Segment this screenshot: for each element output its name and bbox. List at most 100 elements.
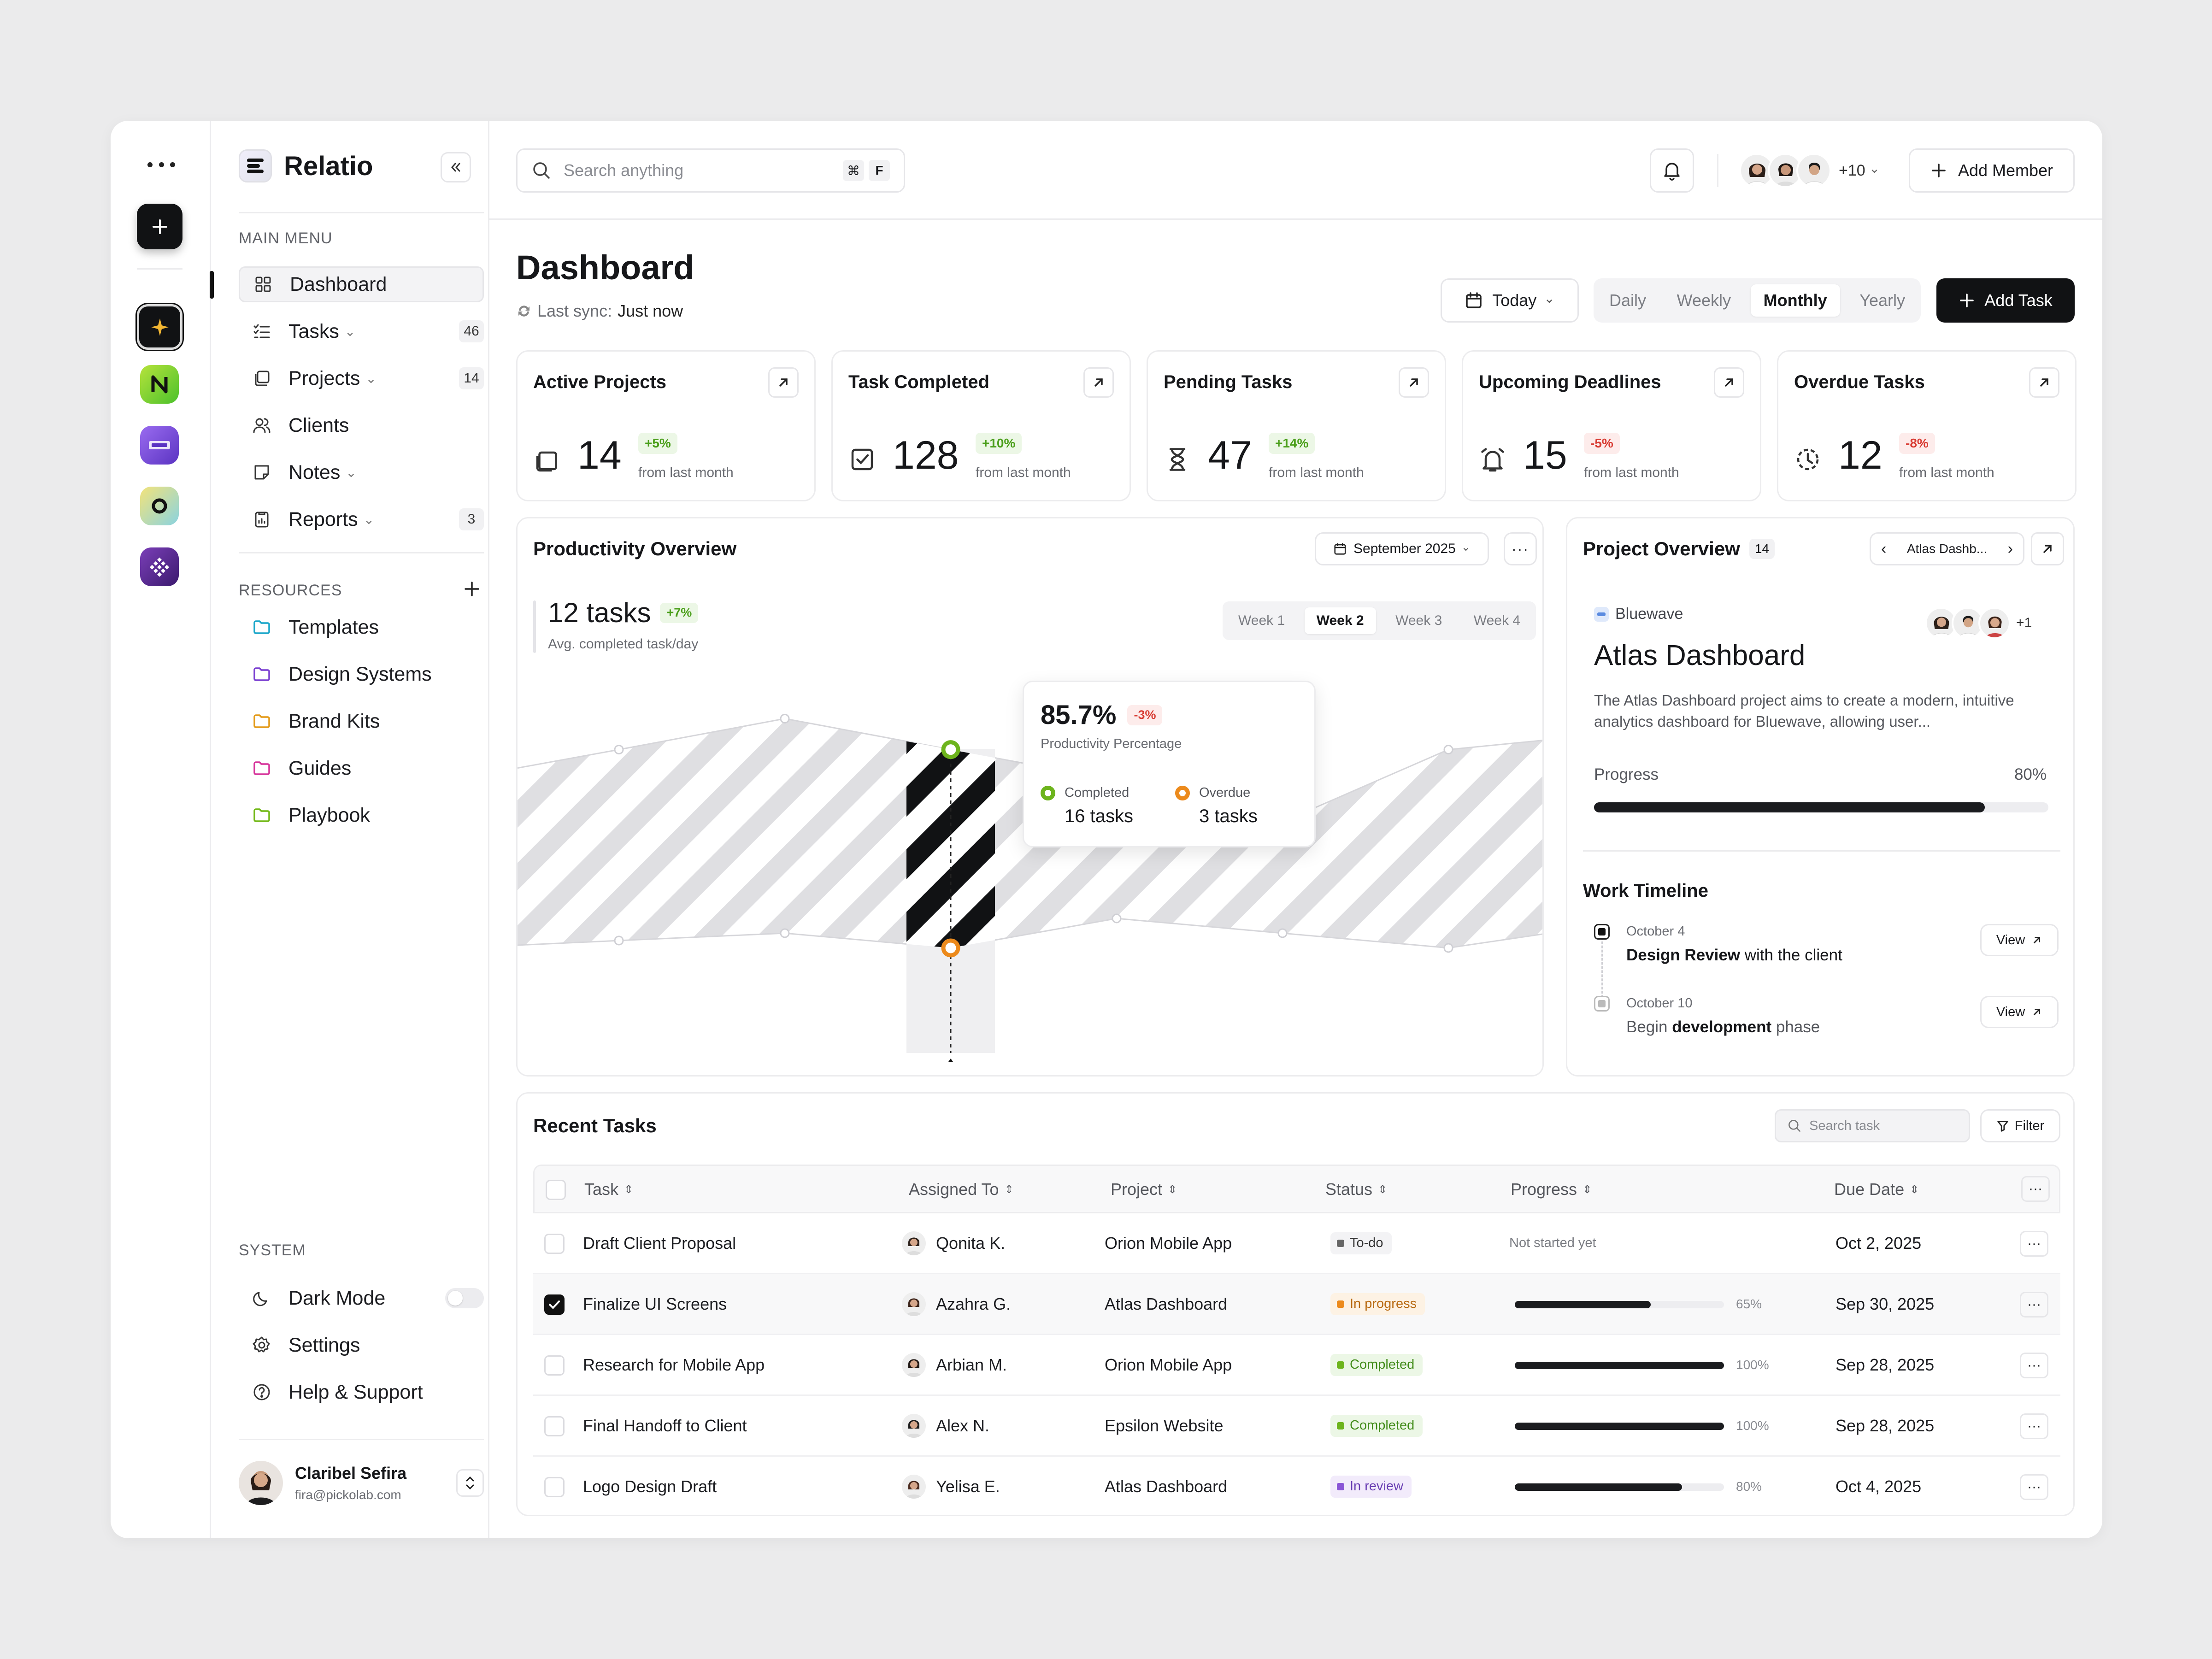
row-task[interactable]: Finalize UI Screens	[583, 1294, 727, 1313]
more-icon[interactable]	[147, 158, 175, 171]
filter-button[interactable]: Filter	[1980, 1109, 2060, 1142]
row-checkbox[interactable]	[544, 1477, 565, 1497]
column-status[interactable]: Status ⇕	[1325, 1180, 1388, 1199]
row-checkbox[interactable]	[544, 1234, 565, 1254]
column-assigned-to[interactable]: Assigned To ⇕	[909, 1180, 1014, 1199]
overdue-point-monday[interactable]	[614, 935, 624, 946]
task-search-input[interactable]: Search task	[1775, 1109, 1970, 1142]
user-switch-button[interactable]	[456, 1469, 484, 1497]
chevron-right-icon[interactable]: ›	[2007, 540, 2013, 558]
user-profile[interactable]: Claribel Sefira fira@pickolab.com	[239, 1461, 484, 1505]
table-row[interactable]: Finalize UI Screens Azahra G. Atlas Dash…	[533, 1274, 2060, 1335]
tab-week-2[interactable]: Week 2	[1304, 607, 1376, 634]
sidebar-item-projects[interactable]: Projects ⌄ 14	[239, 360, 484, 396]
select-all-checkbox[interactable]	[546, 1180, 566, 1200]
sidebar-resource-templates[interactable]: Templates	[239, 609, 484, 645]
row-more-button[interactable]: ···	[2020, 1231, 2048, 1257]
dark-mode-toggle[interactable]	[445, 1288, 484, 1308]
collapse-sidebar-button[interactable]	[441, 152, 471, 182]
column-progress[interactable]: Progress ⇕	[1511, 1180, 1592, 1199]
sidebar-item-settings[interactable]: Settings	[239, 1327, 484, 1363]
resources-label: RESOURCES	[239, 582, 342, 599]
sidebar-item-help[interactable]: Help & Support	[239, 1374, 484, 1410]
row-more-button[interactable]: ···	[2020, 1474, 2048, 1500]
new-workspace-button[interactable]	[137, 204, 182, 249]
stat-open-button[interactable]	[1714, 367, 1744, 398]
search-bar[interactable]: Search anything ⌘ F	[516, 148, 905, 193]
workspace-n[interactable]	[140, 365, 179, 404]
completed-point-saturday[interactable]	[1443, 745, 1453, 755]
row-task[interactable]: Draft Client Proposal	[583, 1233, 736, 1253]
add-member-button[interactable]: Add Member	[1909, 148, 2075, 193]
sidebar-resource-design-systems[interactable]: Design Systems	[239, 656, 484, 692]
tab-week-3[interactable]: Week 3	[1395, 613, 1442, 628]
open-project-button[interactable]	[2031, 532, 2064, 565]
add-task-button[interactable]: Add Task	[1936, 278, 2075, 323]
sidebar-item-reports[interactable]: Reports ⌄ 3	[239, 501, 484, 537]
tab-weekly[interactable]: Weekly	[1677, 291, 1731, 310]
grid-icon	[252, 273, 274, 295]
overdue-point-thursday[interactable]	[1112, 913, 1122, 924]
workspace-ring[interactable]	[140, 487, 179, 525]
sidebar-item-dark-mode[interactable]: Dark Mode	[239, 1280, 484, 1316]
chevrons-left-icon	[451, 163, 460, 172]
column-due-date[interactable]: Due Date ⇕	[1834, 1180, 1919, 1199]
sidebar-resource-brand-kits[interactable]: Brand Kits	[239, 703, 484, 739]
timeline-view-button[interactable]: View	[1980, 924, 2059, 956]
row-checkbox[interactable]	[544, 1416, 565, 1436]
stat-open-button[interactable]	[1399, 367, 1429, 398]
search-input[interactable]: Search anything	[564, 161, 684, 180]
member-avatars[interactable]: +10 ⌄	[1739, 153, 1880, 188]
sidebar-item-notes[interactable]: Notes ⌄	[239, 454, 484, 490]
overdue-point-friday[interactable]	[1277, 928, 1288, 938]
row-more-button[interactable]: ···	[2020, 1413, 2048, 1439]
tab-yearly[interactable]: Yearly	[1859, 291, 1905, 310]
completed-point-monday[interactable]	[614, 745, 624, 755]
assignee-avatar	[902, 1231, 926, 1255]
row-task[interactable]: Logo Design Draft	[583, 1477, 717, 1496]
row-checkbox[interactable]	[544, 1355, 565, 1376]
row-more-button[interactable]: ···	[2020, 1292, 2048, 1318]
sidebar-item-tasks[interactable]: Tasks ⌄ 46	[239, 313, 484, 349]
workspace-purple[interactable]	[140, 426, 179, 465]
column-project[interactable]: Project ⇕	[1111, 1180, 1177, 1199]
table-row[interactable]: Logo Design Draft Yelisa E. Atlas Dashbo…	[533, 1457, 2060, 1515]
sidebar-resource-guides[interactable]: Guides	[239, 750, 484, 786]
month-picker-button[interactable]: September 2025 ⌄	[1315, 532, 1489, 565]
table-row[interactable]: Draft Client Proposal Qonita K. Orion Mo…	[533, 1213, 2060, 1274]
column-task[interactable]: Task ⇕	[584, 1180, 634, 1199]
productivity-more-button[interactable]: ···	[1504, 532, 1537, 565]
completed-point-tuesday[interactable]	[780, 713, 790, 724]
tab-week-1[interactable]: Week 1	[1238, 613, 1285, 628]
tab-week-4[interactable]: Week 4	[1473, 613, 1520, 628]
tab-daily[interactable]: Daily	[1609, 291, 1647, 310]
overdue-dot	[1175, 785, 1190, 800]
row-task[interactable]: Research for Mobile App	[583, 1355, 765, 1374]
workspace-grid[interactable]	[140, 547, 179, 586]
completed-point-wednesday[interactable]	[941, 740, 960, 759]
stat-open-button[interactable]	[1083, 367, 1114, 398]
project-switcher[interactable]: ‹ Atlas Dashb... ›	[1870, 532, 2024, 565]
row-due-date: Oct 4, 2025	[1835, 1477, 1922, 1496]
table-row[interactable]: Research for Mobile App Arbian M. Orion …	[533, 1335, 2060, 1396]
chevron-left-icon[interactable]: ‹	[1881, 540, 1887, 558]
table-row[interactable]: Final Handoff to Client Alex N. Epsilon …	[533, 1396, 2060, 1457]
sidebar-item-clients[interactable]: Clients	[239, 407, 484, 443]
notifications-button[interactable]	[1650, 148, 1694, 193]
timeline-view-button[interactable]: View	[1980, 996, 2059, 1028]
overdue-point-saturday[interactable]	[1443, 943, 1453, 953]
stat-open-button[interactable]	[768, 367, 799, 398]
row-checkbox[interactable]	[544, 1294, 565, 1315]
row-task[interactable]: Final Handoff to Client	[583, 1416, 747, 1435]
stat-open-button[interactable]	[2029, 367, 2059, 398]
date-filter-button[interactable]: Today ⌄	[1441, 278, 1579, 323]
row-more-button[interactable]: ···	[2020, 1353, 2048, 1378]
table-more-button[interactable]: ···	[2021, 1176, 2050, 1202]
workspace-spark[interactable]	[137, 304, 182, 350]
sidebar-item-dashboard[interactable]: Dashboard	[239, 266, 484, 302]
overdue-point-tuesday[interactable]	[780, 928, 790, 938]
overdue-point-wednesday[interactable]	[941, 938, 960, 958]
sidebar-resource-playbook[interactable]: Playbook	[239, 797, 484, 833]
tab-monthly[interactable]: Monthly	[1750, 284, 1840, 317]
add-resource-button[interactable]	[462, 579, 482, 599]
